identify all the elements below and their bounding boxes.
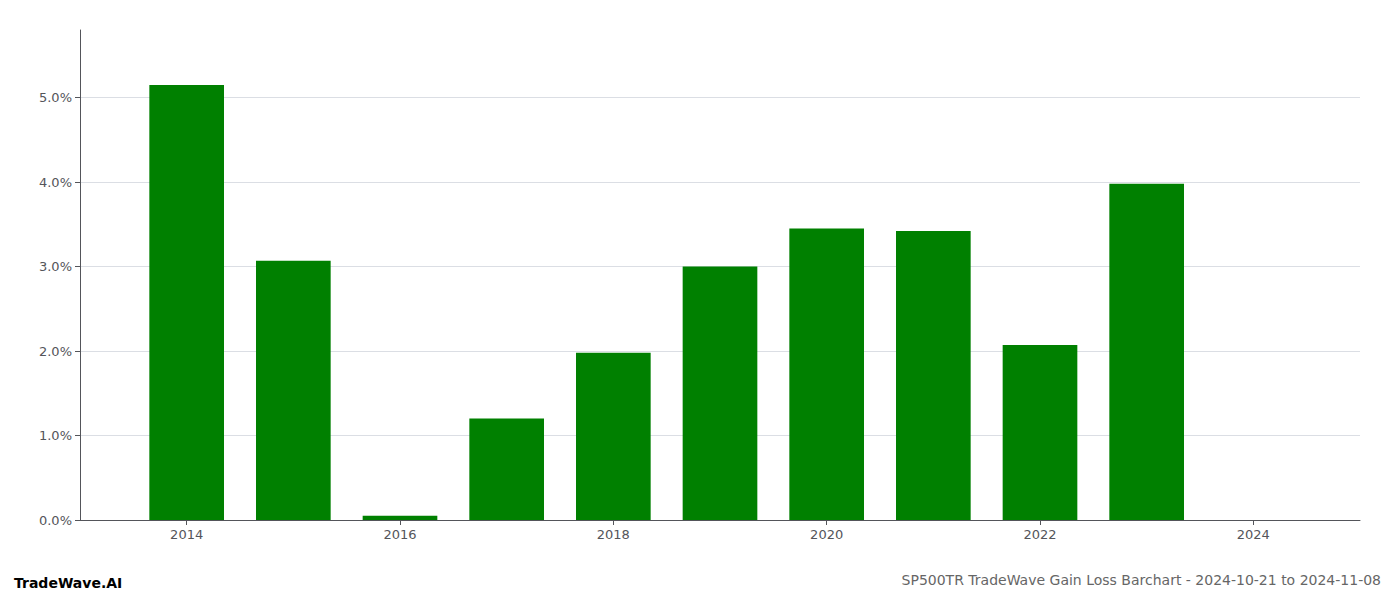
svg-text:0.0%: 0.0% bbox=[39, 513, 72, 528]
svg-text:5.0%: 5.0% bbox=[39, 90, 72, 105]
svg-text:2024: 2024 bbox=[1237, 527, 1270, 542]
svg-text:2016: 2016 bbox=[383, 527, 416, 542]
svg-text:SP500TR TradeWave Gain Loss Ba: SP500TR TradeWave Gain Loss Barchart - 2… bbox=[902, 572, 1381, 588]
svg-text:2018: 2018 bbox=[597, 527, 630, 542]
svg-text:1.0%: 1.0% bbox=[39, 428, 72, 443]
svg-text:3.0%: 3.0% bbox=[39, 259, 72, 274]
svg-text:2022: 2022 bbox=[1023, 527, 1056, 542]
svg-text:TradeWave.AI: TradeWave.AI bbox=[14, 575, 122, 591]
svg-text:2.0%: 2.0% bbox=[39, 344, 72, 359]
svg-text:2014: 2014 bbox=[170, 527, 203, 542]
svg-text:4.0%: 4.0% bbox=[39, 175, 72, 190]
svg-text:2020: 2020 bbox=[810, 527, 843, 542]
